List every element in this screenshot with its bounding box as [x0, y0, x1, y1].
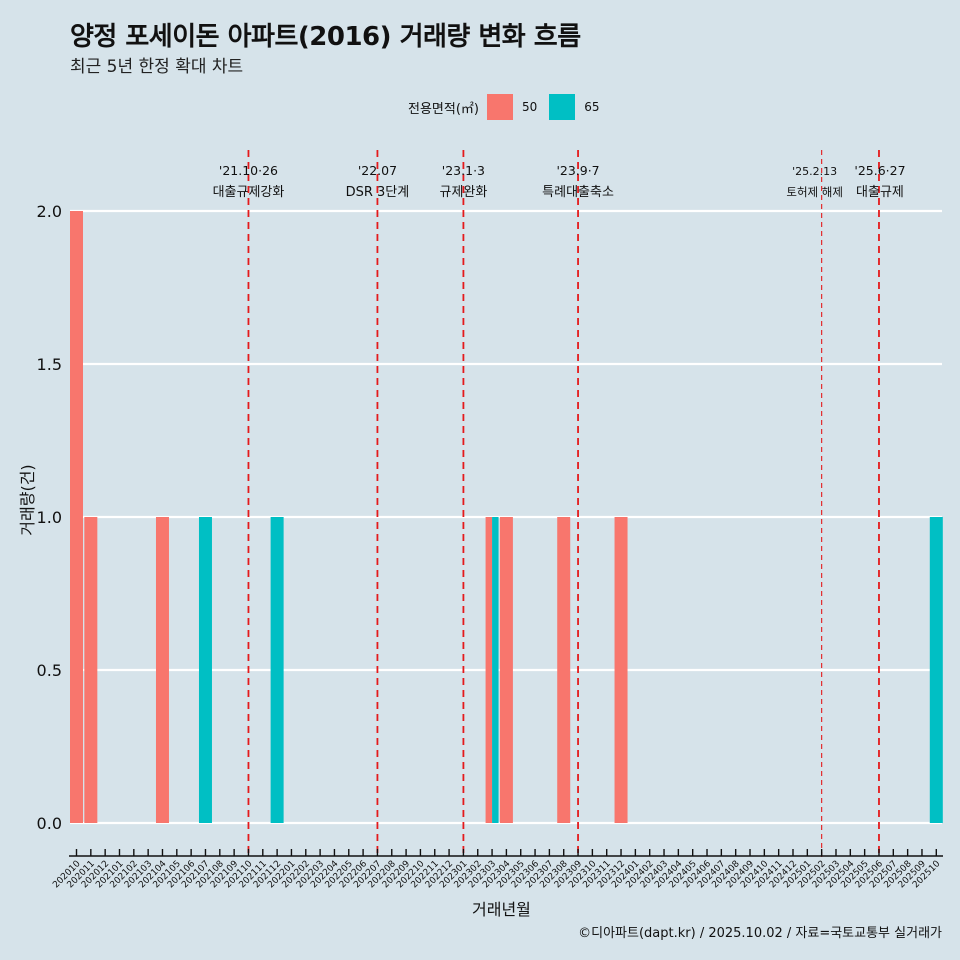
y-tick-label: 1.5	[37, 355, 62, 374]
y-tick-label: 0.0	[37, 814, 62, 833]
event-date: '23.9·7	[556, 163, 599, 178]
bars	[70, 211, 943, 823]
bar-50-202104	[155, 517, 169, 823]
event-label: 규제완화	[439, 185, 487, 200]
event-annotations: '21.10·26 대출규제강화 '22.07 DSR 3단계 '23.1·3 규제완화 '…	[213, 163, 906, 200]
bar-65-202510	[929, 517, 943, 823]
bar-50-202011	[84, 517, 98, 823]
event-date: '21.10·26	[219, 163, 278, 178]
event-label: 토허제 해제	[786, 185, 843, 199]
bar-65-202303	[492, 517, 499, 823]
x-axis: 2020102020112020122021012021022021032021…	[51, 849, 943, 890]
event-lines	[247, 150, 880, 857]
bar-65-202107	[198, 517, 212, 823]
event-date: '25.2.13	[792, 165, 837, 178]
y-tick-label: 1.0	[37, 508, 62, 527]
legend-swatch-65	[549, 94, 576, 120]
bar-50-202308	[557, 517, 571, 823]
caption: ©디아파트(dapt.kr) / 2025.10.02 / 자료=국토교통부 실…	[578, 926, 942, 941]
event-date: '23.1·3	[442, 163, 485, 178]
x-axis-label: 거래년월	[472, 900, 531, 919]
chart-subtitle: 최근 5년 한정 확대 차트	[70, 57, 244, 77]
bar-50-202304	[499, 517, 513, 823]
event-label: 대출규제	[856, 185, 904, 200]
legend: 전용면적(㎡) 50 65	[408, 93, 612, 121]
legend-label-65: 65	[584, 100, 600, 114]
legend-label-50: 50	[521, 100, 538, 114]
bar-50-202303	[485, 517, 493, 823]
y-tick-labels: 0.0 0.5 1.0 1.5 2.0	[37, 202, 62, 833]
chart-title: 양정 포세이돈 아파트(2016) 거래량 변화 흐름	[70, 22, 581, 52]
event-label: 대출규제강화	[213, 185, 285, 200]
y-tick-label: 0.5	[37, 661, 62, 680]
bar-50-202312	[614, 517, 628, 823]
event-label: DSR 3단계	[346, 185, 410, 200]
bar-65-202112	[270, 517, 284, 823]
legend-swatch-50	[486, 94, 513, 120]
y-axis-label: 거래량(건)	[18, 464, 37, 535]
event-date: '22.07	[358, 163, 397, 178]
event-label: 특례대출축소	[542, 185, 614, 200]
y-tick-label: 2.0	[37, 202, 62, 221]
bar-50-202010	[70, 211, 83, 823]
legend-title: 전용면적(㎡)	[408, 101, 479, 117]
event-date: '25.6·27	[854, 163, 905, 178]
